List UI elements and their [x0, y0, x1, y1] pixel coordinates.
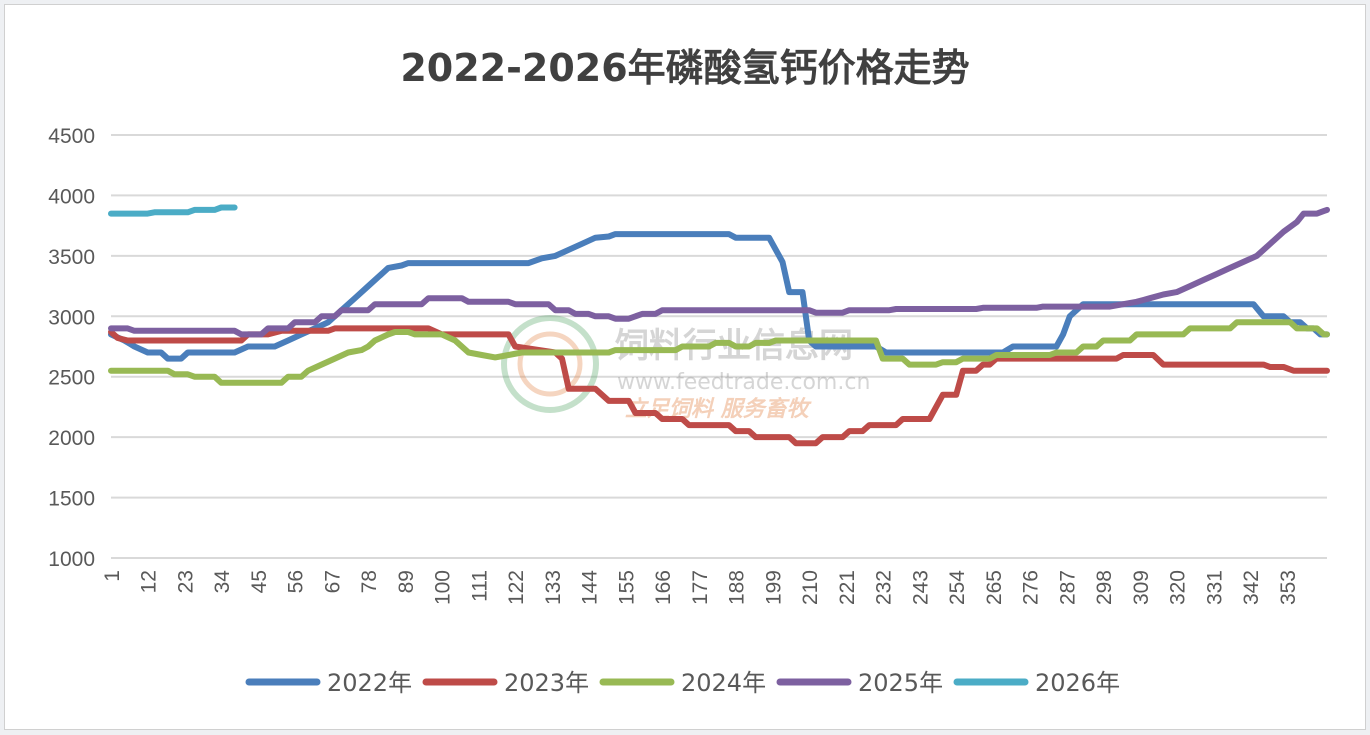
legend-label-2: 2023年 [504, 669, 589, 697]
x-axis: 1 12 23 34 45 56 67 78 89 100 111 122 133 144 155 166 17… [101, 570, 1300, 605]
x-tick-label: 221 [836, 570, 859, 605]
x-tick-label: 276 [1020, 570, 1043, 605]
y-tick-label: 1500 [48, 488, 95, 511]
watermark-slogan: 立足饲料 服务畜牧 [625, 396, 813, 422]
chart-frame: 2022-2026年磷酸氢钙价格走势 1000 1500 2000 2500 3000 3… [4, 4, 1366, 730]
series-line-5 [108, 204, 238, 217]
y-tick-label: 3000 [48, 306, 95, 329]
x-tick-label: 67 [321, 570, 344, 593]
x-tick-label: 89 [395, 570, 418, 593]
legend-label-1: 2022年 [327, 669, 412, 697]
watermark: 饲料行业信息网 www.feedtrade.com.cn 立足饲料 服务畜牧 [501, 315, 870, 422]
y-tick-label: 4000 [48, 185, 95, 208]
x-tick-label: 111 [468, 570, 491, 602]
x-tick-label: 155 [615, 570, 638, 605]
gridlines [111, 134, 1327, 559]
series-line-3 [108, 319, 1330, 386]
x-tick-label: 100 [432, 570, 455, 605]
y-tick-label: 1000 [48, 548, 95, 571]
x-tick-label: 56 [285, 570, 308, 593]
legend: 2022年 2023年 2024年 2025年 2026年 [245, 669, 1120, 697]
x-tick-label: 243 [909, 570, 932, 605]
legend-label-3: 2024年 [681, 669, 766, 697]
series-lines [108, 204, 1330, 447]
watermark-logo [501, 315, 599, 413]
x-tick-label: 166 [652, 570, 675, 605]
x-tick-label: 331 [1203, 570, 1226, 605]
x-tick-label: 34 [211, 570, 234, 594]
x-tick-label: 287 [1056, 570, 1079, 605]
y-tick-label: 4500 [48, 125, 95, 148]
x-tick-label: 199 [762, 570, 785, 605]
x-tick-label: 298 [1093, 570, 1116, 605]
x-tick-label: 133 [542, 570, 565, 605]
x-tick-label: 342 [1240, 570, 1263, 605]
y-tick-label: 2500 [48, 367, 95, 390]
x-tick-label: 265 [983, 570, 1006, 605]
legend-label-5: 2026年 [1035, 669, 1120, 697]
chart-title: 2022-2026年磷酸氢钙价格走势 [400, 46, 969, 90]
x-tick-label: 122 [505, 570, 528, 605]
x-tick-label: 320 [1167, 570, 1190, 605]
x-tick-label: 12 [138, 570, 161, 593]
y-tick-label: 2000 [48, 427, 95, 450]
series-line-2 [108, 325, 1330, 447]
x-tick-label: 23 [174, 570, 197, 593]
y-tick-label: 3500 [48, 246, 95, 269]
x-tick-label: 232 [873, 570, 896, 605]
x-tick-label: 309 [1130, 570, 1153, 605]
series-line-4 [108, 206, 1330, 338]
x-tick-label: 188 [726, 570, 749, 605]
x-tick-label: 45 [248, 570, 271, 593]
watermark-logo-inner [517, 331, 583, 397]
x-tick-label: 144 [579, 570, 602, 605]
watermark-url: www.feedtrade.com.cn [617, 370, 870, 395]
x-tick-label: 1 [101, 570, 124, 582]
x-tick-label: 254 [946, 570, 969, 605]
x-tick-label: 177 [689, 570, 712, 605]
y-axis: 1000 1500 2000 2500 3000 3500 4000 4500 [48, 125, 95, 571]
x-tick-label: 210 [799, 570, 822, 605]
x-tick-label: 78 [358, 570, 381, 593]
line-chart: 2022-2026年磷酸氢钙价格走势 1000 1500 2000 2500 3000 3… [48, 46, 1330, 697]
x-tick-label: 353 [1277, 570, 1300, 605]
legend-label-4: 2025年 [858, 669, 943, 697]
